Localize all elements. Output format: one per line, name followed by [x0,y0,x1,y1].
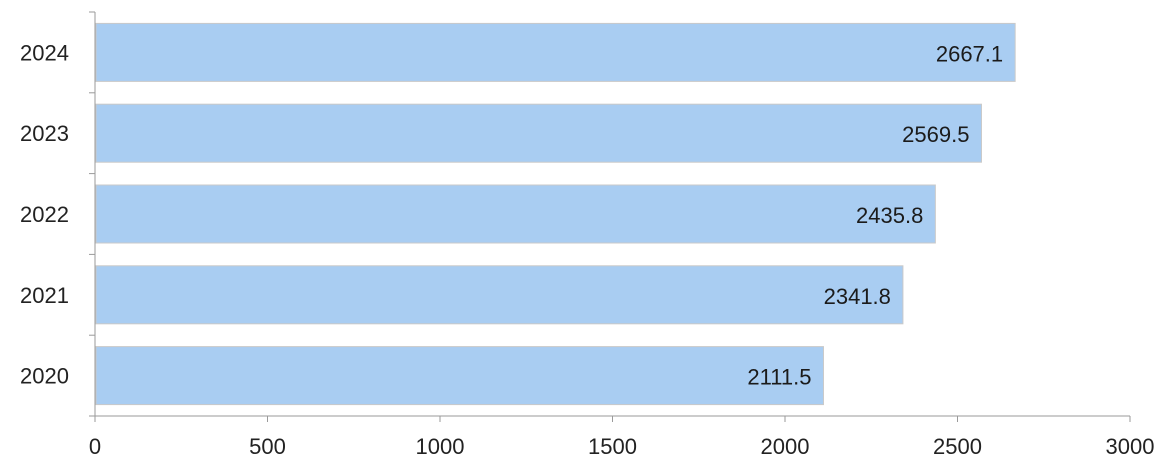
x-tick-label: 3000 [1106,434,1155,459]
y-tick-label: 2023 [20,121,69,146]
x-tick-label: 2000 [761,434,810,459]
bar-2020 [95,346,824,406]
bar-2023 [95,103,982,163]
data-label: 2435.8 [856,203,923,228]
y-tick-label: 2022 [20,202,69,227]
x-tick-label: 2500 [933,434,982,459]
x-tick-label: 1000 [416,434,465,459]
data-label: 2341.8 [824,284,891,309]
data-label: 2569.5 [902,122,969,147]
bar-2021 [95,265,904,325]
bar-2022 [95,184,936,244]
ticks-layer [89,11,1131,422]
data-label: 2111.5 [747,365,811,390]
x-tick-label: 1500 [588,434,637,459]
y-tick-label: 2020 [20,364,69,389]
data-label: 2667.1 [936,41,1003,66]
bars-layer [95,22,1016,406]
y-tick-label: 2021 [20,283,69,308]
labels-layer: 2024 2667.1 2023 2569.5 2022 2435.8 2021 2341.8… [20,40,1154,459]
y-tick-label: 2024 [20,40,69,65]
x-tick-label: 500 [249,434,286,459]
bar-2024 [95,22,1016,82]
x-tick-label: 0 [89,434,101,459]
